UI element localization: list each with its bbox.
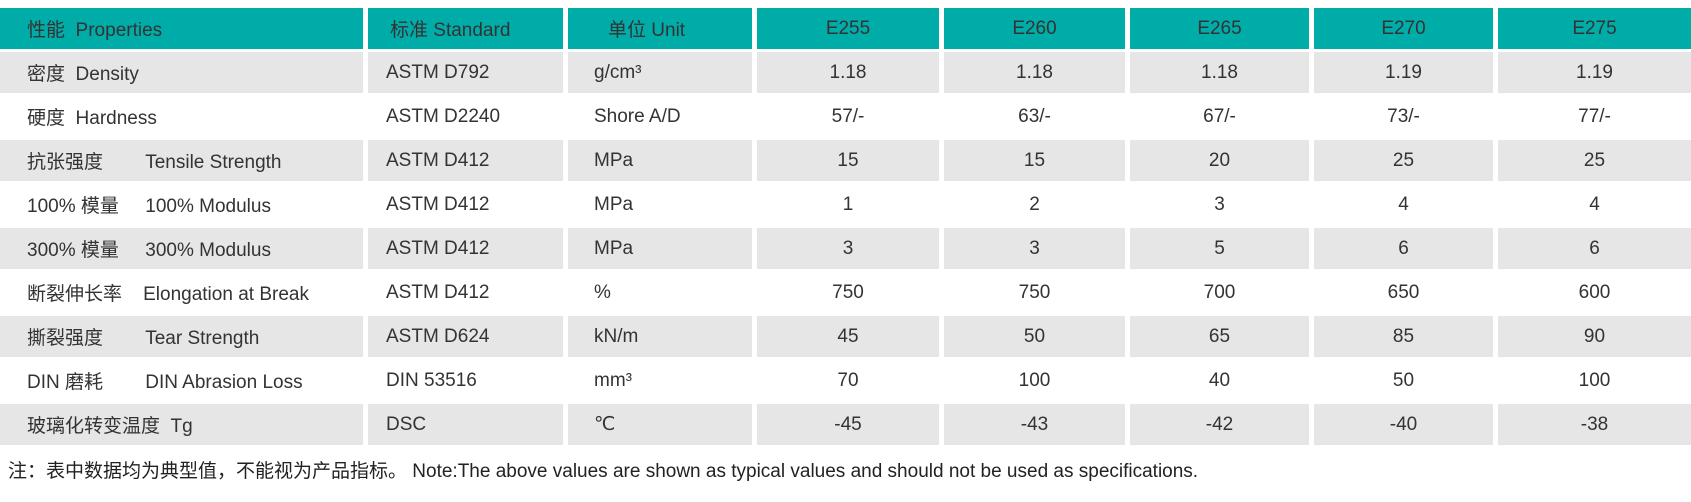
value-cell: 1 — [757, 184, 939, 225]
unit-cell: MPa — [568, 228, 752, 269]
value-cell: 3 — [757, 228, 939, 269]
standard-cell: ASTM D624 — [368, 316, 563, 357]
value-cell: 63/- — [944, 96, 1125, 137]
value-cell: 15 — [757, 140, 939, 181]
header-standard: 标准 Standard — [368, 8, 563, 49]
header-unit: 单位 Unit — [568, 8, 752, 49]
property-cell: 硬度 Hardness — [0, 96, 363, 137]
standard-cell: ASTM D412 — [368, 140, 563, 181]
value-cell: 4 — [1498, 184, 1691, 225]
value-cell: 15 — [944, 140, 1125, 181]
header-e260: E260 — [944, 8, 1125, 49]
unit-cell: MPa — [568, 184, 752, 225]
property-cell: 断裂伸长率 Elongation at Break — [0, 272, 363, 313]
header-e265: E265 — [1130, 8, 1309, 49]
table-note: 注：表中数据均为典型值，不能视为产品指标。 Note:The above val… — [8, 461, 1199, 482]
property-cell: 抗张强度 Tensile Strength — [0, 140, 363, 181]
datasheet-table: 性能 Properties 标准 Standard 单位 Unit E255 E… — [0, 8, 1691, 482]
value-cell: 5 — [1130, 228, 1309, 269]
value-cell: 65 — [1130, 316, 1309, 357]
value-cell: 6 — [1498, 228, 1691, 269]
value-cell: 1.19 — [1498, 52, 1691, 93]
properties-table: 性能 Properties 标准 Standard 单位 Unit E255 E… — [0, 8, 1691, 445]
value-cell: 25 — [1314, 140, 1493, 181]
unit-cell: % — [568, 272, 752, 313]
standard-cell: ASTM D412 — [368, 228, 563, 269]
value-cell: 90 — [1498, 316, 1691, 357]
value-cell: 750 — [944, 272, 1125, 313]
value-cell: 1.19 — [1314, 52, 1493, 93]
value-cell: 50 — [1314, 360, 1493, 401]
value-cell: 85 — [1314, 316, 1493, 357]
value-cell: 73/- — [1314, 96, 1493, 137]
standard-cell: DIN 53516 — [368, 360, 563, 401]
value-cell: -40 — [1314, 404, 1493, 445]
value-cell: 1.18 — [944, 52, 1125, 93]
value-cell: 45 — [757, 316, 939, 357]
value-cell: 1.18 — [757, 52, 939, 93]
standard-cell: DSC — [368, 404, 563, 445]
standard-cell: ASTM D412 — [368, 184, 563, 225]
value-cell: 650 — [1314, 272, 1493, 313]
value-cell: 2 — [944, 184, 1125, 225]
value-cell: 67/- — [1130, 96, 1309, 137]
value-cell: 1.18 — [1130, 52, 1309, 93]
unit-cell: Shore A/D — [568, 96, 752, 137]
value-cell: -43 — [944, 404, 1125, 445]
property-cell: 密度 Density — [0, 52, 363, 93]
value-cell: 40 — [1130, 360, 1309, 401]
header-e255: E255 — [757, 8, 939, 49]
unit-cell: kN/m — [568, 316, 752, 357]
unit-cell: g/cm³ — [568, 52, 752, 93]
value-cell: -38 — [1498, 404, 1691, 445]
value-cell: 20 — [1130, 140, 1309, 181]
value-cell: 100 — [944, 360, 1125, 401]
value-cell: 100 — [1498, 360, 1691, 401]
value-cell: 77/- — [1498, 96, 1691, 137]
unit-cell: MPa — [568, 140, 752, 181]
unit-cell: mm³ — [568, 360, 752, 401]
value-cell: 25 — [1498, 140, 1691, 181]
value-cell: 700 — [1130, 272, 1309, 313]
property-cell: 玻璃化转变温度 Tg — [0, 404, 363, 445]
value-cell: 70 — [757, 360, 939, 401]
value-cell: 50 — [944, 316, 1125, 357]
header-properties: 性能 Properties — [0, 8, 363, 49]
property-cell: 100% 模量 100% Modulus — [0, 184, 363, 225]
value-cell: -45 — [757, 404, 939, 445]
value-cell: 750 — [757, 272, 939, 313]
value-cell: 4 — [1314, 184, 1493, 225]
value-cell: -42 — [1130, 404, 1309, 445]
value-cell: 600 — [1498, 272, 1691, 313]
property-cell: 300% 模量 300% Modulus — [0, 228, 363, 269]
value-cell: 3 — [1130, 184, 1309, 225]
header-e275: E275 — [1498, 8, 1691, 49]
unit-cell: ℃ — [568, 404, 752, 445]
standard-cell: ASTM D412 — [368, 272, 563, 313]
header-e270: E270 — [1314, 8, 1493, 49]
standard-cell: ASTM D2240 — [368, 96, 563, 137]
value-cell: 6 — [1314, 228, 1493, 269]
property-cell: DIN 磨耗 DIN Abrasion Loss — [0, 360, 363, 401]
standard-cell: ASTM D792 — [368, 52, 563, 93]
value-cell: 57/- — [757, 96, 939, 137]
property-cell: 撕裂强度 Tear Strength — [0, 316, 363, 357]
value-cell: 3 — [944, 228, 1125, 269]
